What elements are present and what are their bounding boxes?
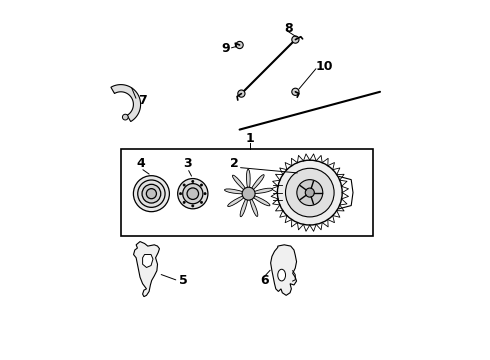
Circle shape (183, 184, 185, 186)
Text: 8: 8 (284, 22, 293, 35)
Circle shape (242, 187, 255, 200)
Circle shape (183, 184, 203, 204)
Circle shape (133, 176, 170, 212)
Circle shape (142, 184, 161, 203)
Text: 9: 9 (221, 42, 229, 55)
Polygon shape (252, 195, 270, 206)
Bar (121, 149, 373, 236)
Polygon shape (249, 197, 258, 216)
Circle shape (238, 90, 245, 97)
Polygon shape (270, 245, 296, 295)
Text: 2: 2 (230, 157, 239, 170)
Ellipse shape (278, 269, 286, 281)
Text: 1: 1 (246, 132, 255, 145)
Polygon shape (224, 189, 245, 194)
Circle shape (192, 205, 194, 207)
Circle shape (200, 184, 202, 186)
Text: 5: 5 (179, 274, 188, 287)
Circle shape (277, 160, 342, 225)
Circle shape (297, 180, 323, 206)
Circle shape (183, 201, 185, 203)
Circle shape (292, 88, 299, 95)
Circle shape (147, 189, 156, 199)
Circle shape (179, 193, 182, 195)
Circle shape (178, 179, 208, 209)
Polygon shape (240, 197, 248, 217)
Polygon shape (253, 188, 272, 194)
Polygon shape (246, 170, 250, 189)
Text: 3: 3 (183, 157, 192, 170)
Circle shape (192, 180, 194, 183)
Circle shape (286, 168, 334, 217)
Circle shape (200, 201, 202, 203)
Polygon shape (111, 85, 141, 122)
Text: 7: 7 (138, 94, 147, 107)
Text: 6: 6 (261, 274, 269, 287)
Polygon shape (250, 175, 264, 191)
Polygon shape (134, 242, 159, 297)
Text: 4: 4 (136, 157, 145, 170)
Circle shape (292, 36, 299, 43)
Circle shape (204, 193, 206, 195)
Polygon shape (227, 195, 245, 207)
Circle shape (187, 188, 198, 199)
Circle shape (122, 114, 128, 120)
Text: 10: 10 (316, 60, 333, 73)
Polygon shape (232, 175, 246, 191)
Circle shape (305, 188, 315, 197)
Polygon shape (143, 255, 153, 267)
Circle shape (236, 41, 243, 49)
Circle shape (138, 180, 165, 207)
